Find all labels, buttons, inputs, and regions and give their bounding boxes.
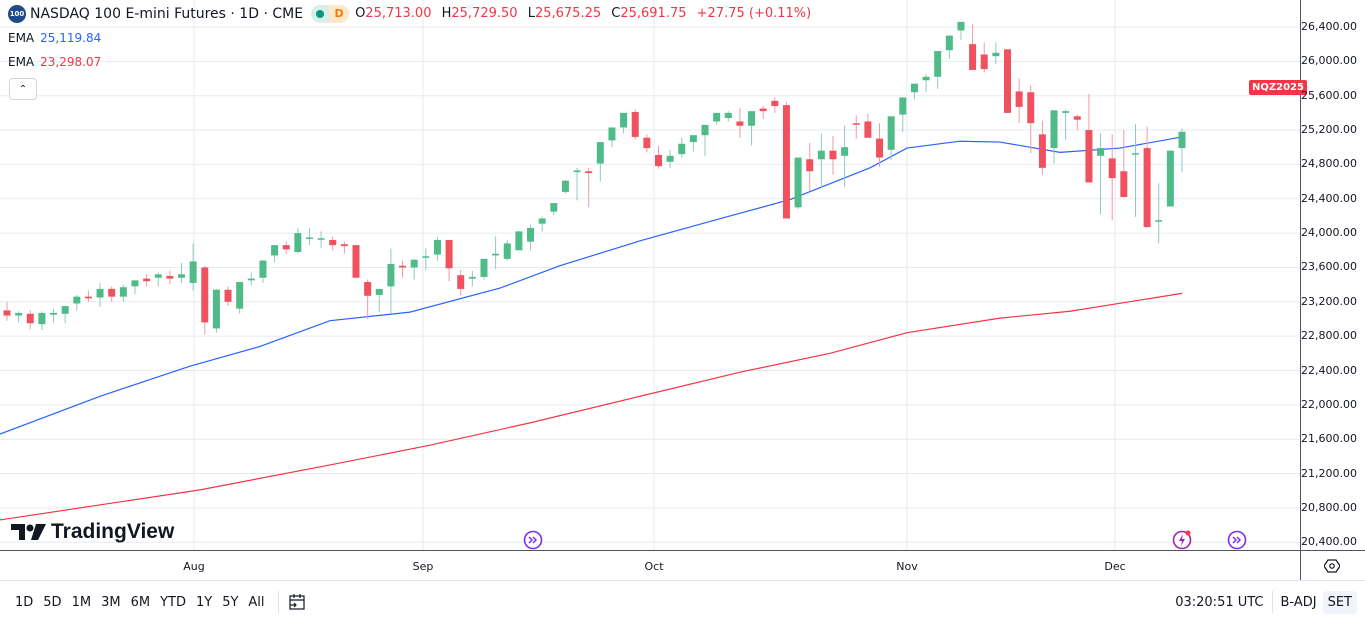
ohlc-values: O25,713.00 H25,729.50 L25,675.25 C25,691…: [355, 6, 812, 21]
earnings-event-icon[interactable]: [1172, 530, 1192, 550]
ema-fast-value: 25,119.84: [40, 30, 102, 45]
bottom-toolbar: 1D 5D 1M 3M 6M YTD 1Y 5Y All 03:20:51 UTC B-ADJ …: [0, 580, 1365, 623]
go-to-date-icon[interactable]: [287, 592, 307, 612]
price-tag: NQZ2025: [1249, 80, 1307, 95]
range-6m[interactable]: 6M: [130, 594, 151, 610]
price-tick: 23,200.00: [1301, 294, 1357, 308]
price-tick: 22,800.00: [1301, 329, 1357, 343]
price-tick: 23,600.00: [1301, 260, 1357, 274]
range-ytd[interactable]: YTD: [160, 594, 186, 610]
price-tick: 20,800.00: [1301, 500, 1357, 514]
event-arrow-icon[interactable]: [523, 530, 543, 550]
change-value: +27.75 (+0.11%): [696, 6, 812, 21]
low-value: 25,675.25: [534, 6, 602, 21]
range-selector: 1D 5D 1M 3M 6M YTD 1Y 5Y All: [10, 595, 270, 610]
b-adj-button[interactable]: B-ADJ: [1280, 594, 1317, 610]
symbol-row[interactable]: 100 NASDAQ 100 E-mini Futures · 1D · CME…: [8, 4, 817, 24]
bottom-right-controls: 03:20:51 UTC B-ADJ SET: [1175, 581, 1357, 623]
symbol-title[interactable]: NASDAQ 100 E-mini Futures · 1D · CME: [30, 6, 304, 22]
range-1d[interactable]: 1D: [15, 594, 34, 610]
clock[interactable]: 03:20:51 UTC: [1175, 594, 1264, 610]
delayed-badge: D: [329, 5, 350, 23]
price-tick: 21,600.00: [1301, 432, 1357, 446]
price-chart[interactable]: [0, 0, 1365, 580]
open-value: 25,713.00: [365, 6, 432, 21]
ema-fast-legend[interactable]: EMA 25,119.84: [8, 27, 817, 48]
time-tick: Oct: [644, 560, 664, 573]
range-all[interactable]: All: [248, 594, 265, 610]
symbol-logo-icon: 100: [8, 5, 26, 23]
price-tick: 20,400.00: [1301, 535, 1357, 549]
divider: [277, 591, 279, 613]
event-arrow-icon[interactable]: [1227, 530, 1247, 550]
collapse-legend-button[interactable]: ⌃: [9, 78, 37, 100]
range-5d[interactable]: 5D: [43, 594, 62, 610]
chart-legend: 100 NASDAQ 100 E-mini Futures · 1D · CME…: [8, 4, 817, 72]
price-tick: 26,400.00: [1301, 20, 1357, 33]
time-tick: Aug: [183, 560, 205, 573]
time-tick: Sep: [412, 560, 434, 573]
close-value: 25,691.75: [620, 6, 687, 21]
range-3m[interactable]: 3M: [101, 594, 121, 610]
market-status[interactable]: D: [311, 5, 350, 23]
price-tick: 21,200.00: [1301, 466, 1357, 480]
price-tick: 22,400.00: [1301, 363, 1357, 377]
price-tick: 26,000.00: [1301, 54, 1357, 68]
time-tick: Dec: [1104, 560, 1126, 573]
chevron-up-icon: ⌃: [18, 83, 28, 95]
price-tick: 24,000.00: [1301, 226, 1357, 240]
range-1m[interactable]: 1M: [71, 594, 92, 610]
price-tick: 22,000.00: [1301, 397, 1357, 411]
time-tick: Nov: [896, 560, 918, 573]
market-open-icon: [311, 5, 330, 23]
price-tick: 24,400.00: [1301, 191, 1357, 205]
price-tick: 25,200.00: [1301, 123, 1357, 137]
tradingview-logo[interactable]: TradingView: [11, 520, 174, 544]
range-5y[interactable]: 5Y: [222, 594, 239, 610]
ema-slow-value: 23,298.07: [40, 54, 102, 69]
price-tick: 25,600.00: [1301, 88, 1357, 102]
settings-gear-icon[interactable]: [1324, 558, 1340, 574]
range-1y[interactable]: 1Y: [195, 594, 213, 610]
tradingview-logo-icon: [11, 524, 46, 540]
ema-slow-legend[interactable]: EMA 23,298.07: [8, 51, 817, 72]
price-tick: 24,800.00: [1301, 157, 1357, 171]
set-button[interactable]: SET: [1322, 590, 1357, 614]
high-value: 25,729.50: [451, 6, 518, 21]
